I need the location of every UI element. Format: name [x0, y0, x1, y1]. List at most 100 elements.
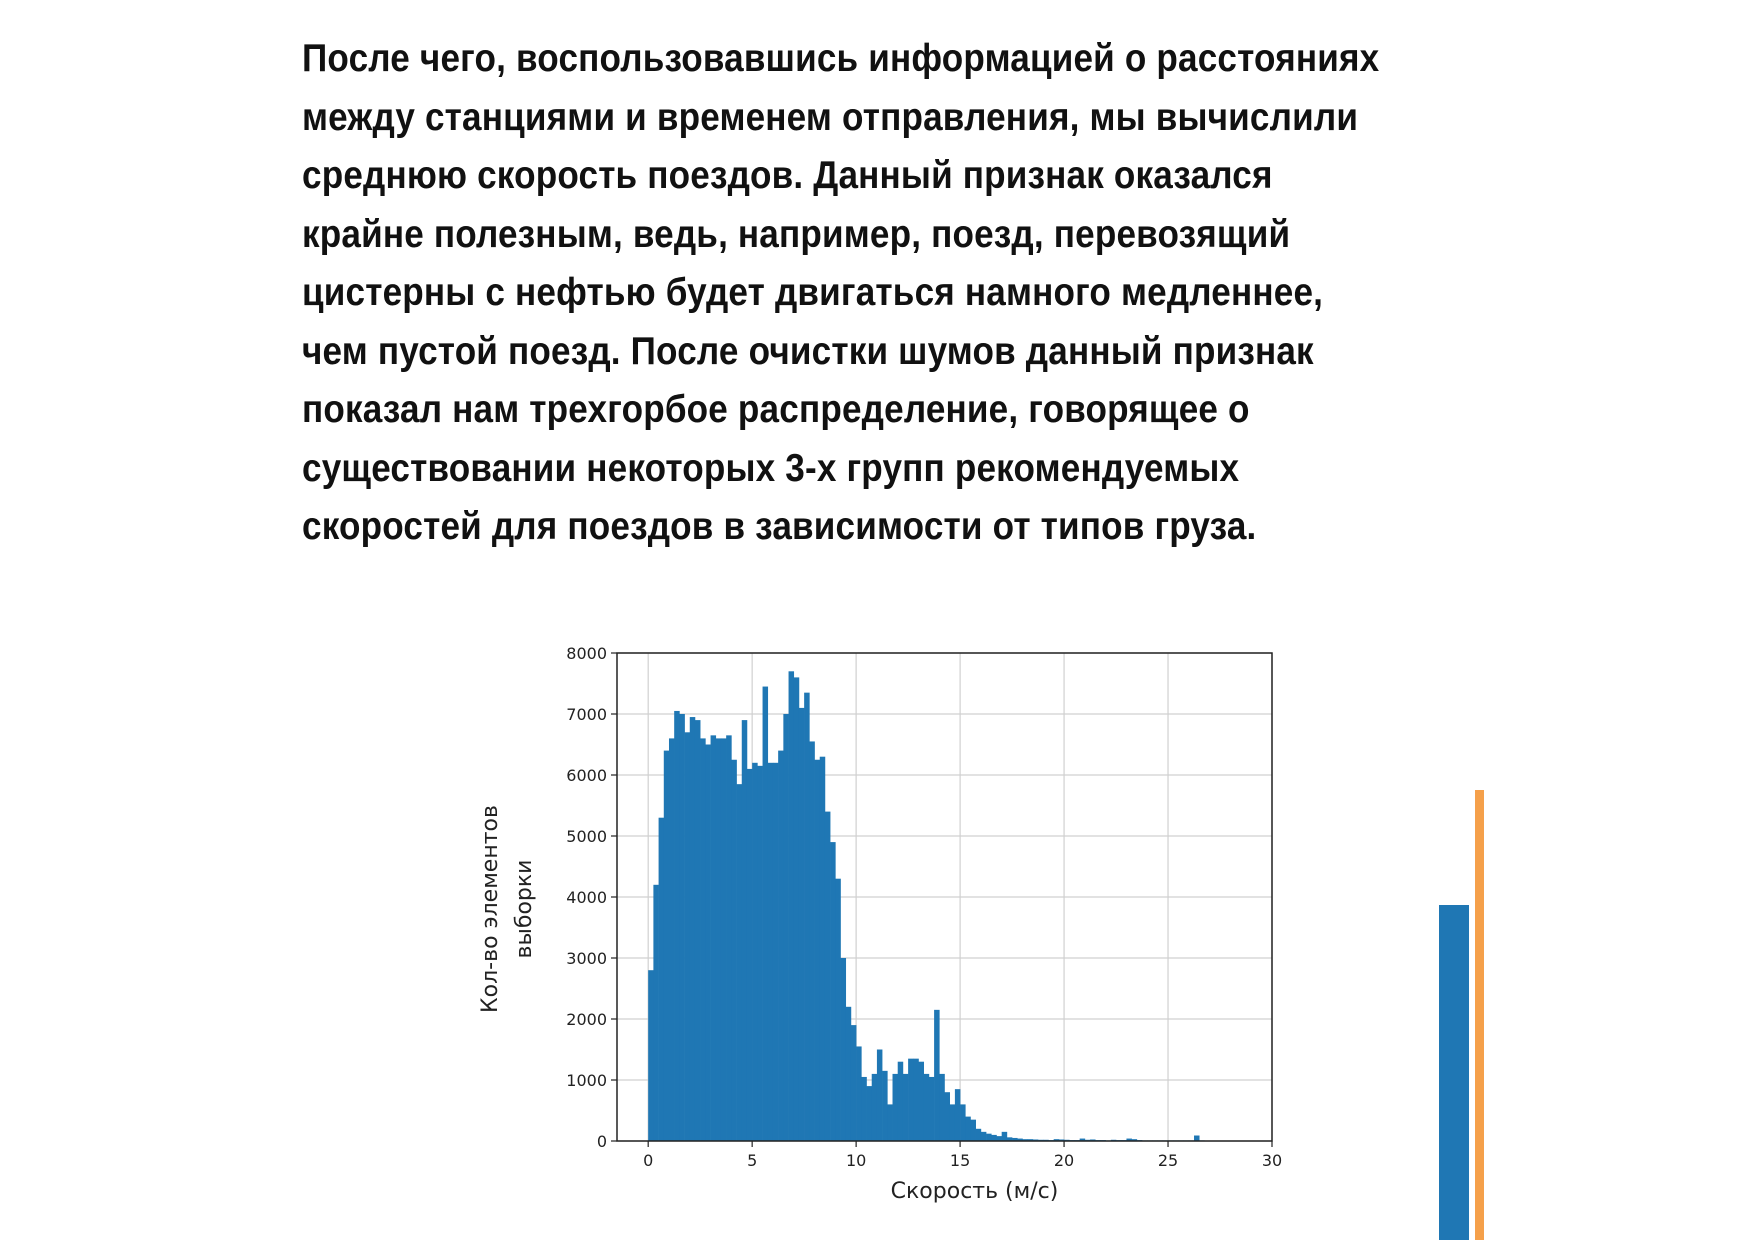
histogram-bar — [809, 741, 815, 1141]
histogram-bar — [684, 732, 691, 1141]
histogram-bar — [897, 1061, 904, 1141]
y-tick-label: 2000 — [566, 1010, 607, 1029]
axis-ticks: 0 5 10 15 20 25 30 0 1000 2000 3000 4000 5000 6000 700… — [566, 644, 1282, 1170]
histogram-bar — [830, 842, 836, 1141]
histogram-bar — [731, 759, 737, 1141]
histogram-bar — [689, 717, 696, 1141]
histogram-bar — [1032, 1139, 1039, 1141]
histogram-bar — [991, 1134, 997, 1141]
histogram-bar — [788, 671, 795, 1141]
histogram-bar — [757, 765, 763, 1141]
x-tick-label: 10 — [846, 1151, 866, 1170]
x-tick-label: 30 — [1262, 1151, 1282, 1170]
x-tick-label: 25 — [1158, 1151, 1178, 1170]
histogram-bar — [1131, 1139, 1138, 1141]
histogram-bar — [840, 958, 847, 1141]
histogram-bar — [1012, 1137, 1018, 1141]
histogram-bar — [928, 1076, 935, 1141]
paragraph-line: существовании некоторых 3-х групп рекоме… — [302, 446, 1240, 490]
histogram-bars — [648, 671, 1210, 1141]
body-paragraph: После чего, воспользовавшись информацией… — [302, 30, 1382, 557]
histogram-bar — [705, 744, 711, 1141]
histogram-bar — [1006, 1137, 1013, 1141]
paragraph-line: между станциями и временем отправления, … — [302, 95, 1359, 139]
histogram-bar — [726, 735, 732, 1141]
histogram-bar — [918, 1061, 925, 1141]
histogram-bar — [975, 1128, 982, 1141]
histogram-bar — [648, 970, 654, 1141]
y-tick-label: 1000 — [566, 1071, 607, 1090]
histogram-bar — [850, 1025, 857, 1141]
x-axis-title: Скорость (м/с) — [891, 1179, 1059, 1204]
histogram-bar — [986, 1133, 992, 1141]
histogram-bar — [1027, 1139, 1034, 1141]
y-tick-label: 8000 — [566, 644, 607, 663]
y-tick-label: 7000 — [566, 705, 607, 724]
histogram-bar — [882, 1070, 888, 1141]
x-tick-label: 0 — [643, 1151, 653, 1170]
histogram-bar — [887, 1104, 893, 1141]
y-axis-title-line: выборки — [512, 860, 537, 959]
paragraph-line: показал нам трехгорбое распределение, го… — [302, 388, 1250, 431]
histogram-bar — [845, 1006, 852, 1141]
histogram-bar — [939, 1073, 945, 1141]
histogram-bar — [700, 738, 706, 1141]
y-tick-label: 3000 — [566, 949, 607, 968]
histogram-bar — [923, 1073, 930, 1141]
histogram-bar — [741, 720, 748, 1141]
x-tick-label: 15 — [950, 1151, 970, 1170]
histogram-bar — [913, 1058, 919, 1141]
paragraph-line: среднюю скорость поездов. Данный признак… — [302, 154, 1273, 197]
histogram-bar — [658, 817, 665, 1141]
histogram-bar — [824, 811, 831, 1141]
histogram-bar — [752, 762, 758, 1141]
histogram-bar — [1079, 1138, 1086, 1141]
paragraph-line: цистерны с нефтью будет двигаться намног… — [302, 271, 1324, 314]
paragraph-line: После чего, воспользовавшись информацией… — [302, 37, 1380, 80]
histogram-bar — [835, 878, 841, 1141]
paragraph-line: крайне полезным, ведь, например, поезд, … — [302, 212, 1291, 256]
histogram-bar — [856, 1046, 862, 1141]
y-axis-title: Кол-во элементов выборки — [478, 805, 537, 1013]
histogram-bar — [715, 738, 722, 1141]
histogram-bar — [798, 707, 805, 1141]
paragraph-line: скоростей для поездов в зависимости от т… — [302, 505, 1257, 548]
histogram-bar — [793, 677, 800, 1141]
histogram-bar — [1053, 1139, 1060, 1141]
histogram-bar — [861, 1076, 867, 1141]
histogram-bar — [762, 686, 769, 1141]
histogram-bar — [1017, 1138, 1023, 1141]
x-tick-label: 20 — [1054, 1151, 1074, 1170]
histogram-bar — [934, 1009, 940, 1141]
histogram-bar — [949, 1104, 956, 1141]
histogram-bar — [694, 720, 701, 1141]
y-axis-title-line: Кол-во элементов — [478, 805, 503, 1013]
histogram-bar — [736, 784, 743, 1141]
histogram-bar — [767, 762, 774, 1141]
histogram-bar — [944, 1092, 950, 1141]
histogram-bar — [980, 1131, 987, 1141]
histogram-bar — [653, 884, 659, 1141]
histogram-bar — [908, 1058, 914, 1141]
histogram-bar — [876, 1049, 883, 1141]
decorative-blue-bar — [1439, 905, 1469, 1240]
histogram-bar — [996, 1136, 1002, 1141]
histogram-bar — [954, 1089, 961, 1141]
histogram-bar — [1090, 1139, 1096, 1141]
paragraph-line: чем пустой поезд. После очистки шумов да… — [302, 329, 1314, 373]
decorative-orange-bar — [1475, 790, 1484, 1240]
histogram-bar — [892, 1073, 899, 1141]
histogram-bar — [710, 735, 717, 1141]
histogram-bar — [679, 714, 685, 1141]
histogram-bar — [720, 738, 727, 1141]
histogram-bar — [871, 1073, 878, 1141]
histogram-bar — [668, 738, 675, 1141]
y-tick-label: 4000 — [566, 888, 607, 907]
histogram-bar — [970, 1119, 976, 1141]
histogram-bar — [1001, 1131, 1008, 1141]
y-tick-label: 5000 — [566, 827, 607, 846]
histogram-bar — [778, 750, 784, 1141]
histogram-bar — [804, 692, 810, 1141]
histogram-bar — [746, 768, 753, 1141]
